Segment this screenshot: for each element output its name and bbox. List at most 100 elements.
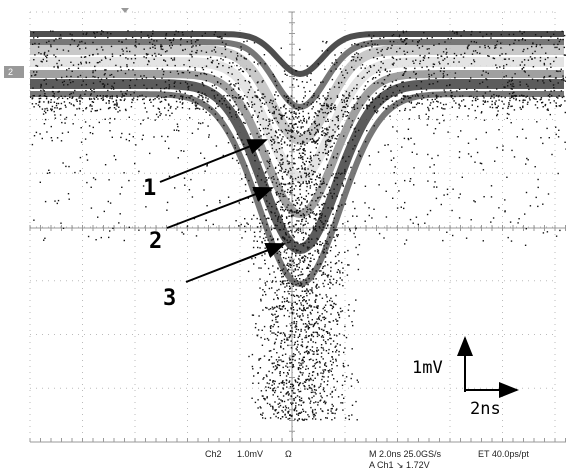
sample: [506, 112, 509, 115]
sample: [89, 104, 92, 106]
sample: [219, 199, 221, 202]
sample: [377, 96, 379, 98]
sample: [298, 335, 301, 337]
sample: [521, 39, 523, 41]
sample: [352, 97, 355, 100]
sample: [311, 269, 313, 271]
sample: [188, 59, 190, 62]
sample: [377, 69, 380, 71]
sample: [246, 165, 248, 167]
sample: [279, 162, 281, 164]
sample: [125, 138, 128, 141]
sample: [522, 50, 524, 53]
sample: [317, 197, 319, 199]
sample: [293, 106, 295, 108]
sample: [291, 303, 293, 305]
sample: [307, 351, 310, 353]
sample: [64, 122, 66, 124]
sample: [294, 204, 297, 207]
sample: [38, 97, 40, 100]
sample: [524, 71, 526, 73]
sample: [312, 139, 315, 141]
sample: [45, 97, 48, 100]
sample: [280, 140, 282, 142]
sample: [324, 220, 327, 222]
sample: [564, 141, 566, 143]
sample: [253, 61, 255, 63]
sample: [291, 231, 293, 233]
sample: [319, 315, 321, 317]
sample: [165, 99, 167, 101]
sample: [283, 372, 285, 374]
sample: [443, 119, 445, 122]
sample: [251, 365, 254, 368]
sample: [299, 315, 301, 317]
sample: [340, 81, 343, 84]
sample: [236, 64, 238, 67]
sample: [347, 220, 349, 223]
sample: [451, 95, 453, 97]
sample: [546, 127, 548, 130]
sample: [322, 316, 324, 319]
sample: [312, 281, 315, 284]
sample: [37, 104, 40, 106]
sample: [287, 204, 289, 206]
sample: [281, 281, 284, 283]
sample: [351, 120, 354, 122]
sample: [327, 264, 329, 266]
sample: [312, 141, 314, 143]
sample: [356, 95, 358, 98]
sample: [191, 56, 193, 58]
sample: [293, 188, 295, 190]
sample: [562, 75, 564, 77]
sample: [470, 40, 473, 43]
sample: [164, 140, 166, 142]
sample: [53, 93, 55, 95]
sample: [265, 177, 267, 179]
sample: [257, 246, 259, 249]
sample: [342, 156, 344, 158]
sample: [79, 94, 82, 96]
sample: [322, 178, 325, 180]
sample: [336, 235, 339, 238]
sample: [498, 95, 500, 97]
sample: [496, 114, 498, 117]
sample: [302, 410, 305, 412]
sample: [281, 158, 284, 160]
sample: [318, 334, 320, 336]
sample: [261, 96, 263, 99]
sample: [66, 75, 68, 78]
sample: [291, 390, 294, 392]
sample: [261, 110, 263, 112]
sample: [270, 136, 273, 138]
sample: [321, 410, 323, 412]
sample: [484, 101, 486, 103]
sample: [43, 79, 45, 81]
sample: [284, 286, 286, 288]
sample: [296, 349, 298, 351]
sample: [280, 167, 283, 169]
sample: [79, 156, 82, 159]
sample: [265, 386, 267, 388]
sample: [564, 111, 566, 114]
sample: [250, 86, 252, 88]
sample: [324, 317, 327, 319]
sample: [275, 84, 278, 87]
sample: [311, 396, 313, 399]
sample: [292, 248, 294, 251]
sample: [272, 381, 274, 383]
sample: [194, 67, 196, 69]
sample: [485, 78, 487, 80]
sample: [271, 119, 273, 122]
sample: [284, 249, 286, 251]
sample: [294, 359, 296, 362]
sample: [44, 237, 46, 239]
sample: [521, 61, 523, 63]
sample: [322, 207, 324, 210]
sample: [331, 412, 333, 414]
sample: [341, 394, 343, 396]
sample: [287, 183, 289, 185]
sample: [297, 167, 300, 170]
sample: [318, 123, 320, 125]
sample: [291, 308, 293, 310]
